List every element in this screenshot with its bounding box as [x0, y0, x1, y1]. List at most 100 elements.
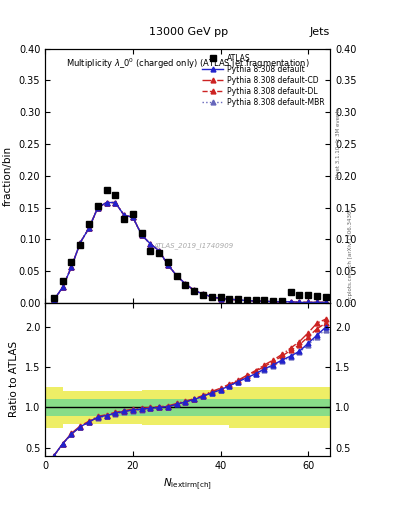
Pythia 8.308 default-CD [95, 205, 100, 211]
Pythia 8.308 default-DL [262, 298, 267, 304]
Line: ATLAS: ATLAS [51, 187, 329, 304]
Pythia 8.308 default-CD [113, 200, 118, 206]
Text: mcplots.cern.ch [arXiv:1306.3436]: mcplots.cern.ch [arXiv:1306.3436] [348, 208, 353, 304]
Pythia 8.308 default [78, 240, 83, 246]
ATLAS [192, 288, 196, 294]
Pythia 8.308 default-MBR [51, 297, 56, 303]
Pythia 8.308 default [165, 262, 170, 268]
Pythia 8.308 default-MBR [69, 264, 74, 270]
Pythia 8.308 default-CD [157, 248, 162, 254]
ATLAS [306, 292, 310, 298]
Pythia 8.308 default [288, 298, 293, 305]
ATLAS [165, 259, 170, 265]
Pythia 8.308 default-MBR [192, 287, 196, 293]
Pythia 8.308 default-DL [87, 225, 92, 231]
Pythia 8.308 default [87, 225, 92, 231]
Pythia 8.308 default-CD [271, 298, 275, 305]
Pythia 8.308 default-DL [51, 297, 56, 303]
Pythia 8.308 default-DL [201, 291, 206, 297]
Pythia 8.308 default [183, 281, 188, 287]
Pythia 8.308 default-DL [165, 262, 170, 268]
ATLAS [174, 272, 179, 279]
Pythia 8.308 default-DL [315, 300, 320, 306]
ATLAS [122, 216, 127, 222]
Pythia 8.308 default-MBR [104, 200, 109, 206]
Pythia 8.308 default-CD [69, 264, 74, 270]
Pythia 8.308 default [218, 295, 223, 302]
Pythia 8.308 default [69, 264, 74, 270]
ATLAS [51, 295, 56, 301]
Pythia 8.308 default-CD [61, 284, 65, 290]
Pythia 8.308 default-MBR [218, 295, 223, 302]
Pythia 8.308 default [174, 272, 179, 279]
ATLAS [297, 292, 302, 298]
ATLAS [201, 292, 206, 298]
Pythia 8.308 default-MBR [262, 298, 267, 304]
ATLAS [271, 298, 275, 304]
ATLAS [95, 203, 100, 209]
Pythia 8.308 default-DL [104, 200, 109, 206]
Text: Jets: Jets [310, 27, 330, 37]
Pythia 8.308 default [148, 241, 153, 247]
ATLAS [148, 248, 153, 254]
Pythia 8.308 default-MBR [130, 214, 135, 220]
Pythia 8.308 default-DL [306, 300, 310, 306]
Pythia 8.308 default-MBR [201, 291, 206, 297]
ATLAS [183, 282, 188, 288]
Pythia 8.308 default [306, 300, 310, 306]
ATLAS [69, 259, 74, 265]
Pythia 8.308 default-CD [253, 298, 258, 304]
Pythia 8.308 default-CD [148, 241, 153, 247]
Pythia 8.308 default-MBR [174, 272, 179, 279]
ATLAS [130, 211, 135, 217]
Pythia 8.308 default-MBR [288, 298, 293, 305]
ATLAS [262, 297, 267, 304]
Pythia 8.308 default [236, 297, 241, 303]
Pythia 8.308 default-CD [218, 295, 223, 302]
Pythia 8.308 default-DL [218, 295, 223, 302]
Pythia 8.308 default-CD [297, 300, 302, 306]
Pythia 8.308 default-DL [61, 284, 65, 290]
Pythia 8.308 default-MBR [244, 297, 249, 304]
Pythia 8.308 default-MBR [157, 248, 162, 254]
Pythia 8.308 default [113, 200, 118, 206]
Pythia 8.308 default [130, 214, 135, 220]
Pythia 8.308 default-DL [253, 298, 258, 304]
Pythia 8.308 default-MBR [271, 298, 275, 305]
Text: ATLAS_2019_I1740909: ATLAS_2019_I1740909 [153, 242, 233, 249]
Pythia 8.308 default-DL [227, 296, 231, 302]
Pythia 8.308 default-DL [323, 300, 328, 306]
ATLAS [209, 293, 214, 300]
Pythia 8.308 default [139, 232, 144, 238]
ATLAS [104, 187, 109, 193]
Pythia 8.308 default [315, 300, 320, 306]
Line: Pythia 8.308 default: Pythia 8.308 default [51, 200, 328, 305]
Pythia 8.308 default-CD [262, 298, 267, 304]
Pythia 8.308 default-DL [297, 300, 302, 306]
Pythia 8.308 default-DL [192, 287, 196, 293]
Text: Multiplicity $\lambda\_0^0$ (charged only) (ATLAS jet fragmentation): Multiplicity $\lambda\_0^0$ (charged onl… [66, 56, 310, 71]
Pythia 8.308 default-DL [183, 281, 188, 287]
Pythia 8.308 default [104, 200, 109, 206]
Pythia 8.308 default-MBR [236, 297, 241, 303]
Legend: ATLAS, Pythia 8.308 default, Pythia 8.308 default-CD, Pythia 8.308 default-DL, P: ATLAS, Pythia 8.308 default, Pythia 8.30… [200, 52, 326, 108]
Pythia 8.308 default [209, 293, 214, 300]
Pythia 8.308 default [51, 297, 56, 303]
Pythia 8.308 default-MBR [165, 262, 170, 268]
Pythia 8.308 default-DL [130, 214, 135, 220]
ATLAS [279, 298, 284, 304]
Pythia 8.308 default-MBR [78, 240, 83, 246]
Pythia 8.308 default-CD [244, 297, 249, 304]
Pythia 8.308 default [201, 291, 206, 297]
Pythia 8.308 default [227, 296, 231, 302]
Y-axis label: fraction/bin: fraction/bin [3, 146, 13, 206]
Pythia 8.308 default-MBR [183, 281, 188, 287]
Pythia 8.308 default-DL [236, 297, 241, 303]
ATLAS [157, 250, 162, 256]
ATLAS [113, 192, 118, 198]
Pythia 8.308 default-MBR [95, 205, 100, 211]
Pythia 8.308 default-MBR [323, 300, 328, 306]
Line: Pythia 8.308 default-MBR: Pythia 8.308 default-MBR [51, 200, 328, 305]
Pythia 8.308 default-DL [139, 232, 144, 238]
ATLAS [253, 297, 258, 304]
